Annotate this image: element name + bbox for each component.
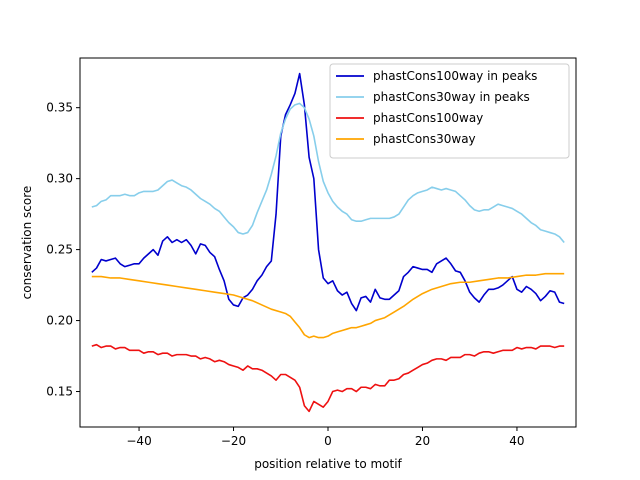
series-layer: [91, 72, 565, 413]
y-axis-label: conservation score: [20, 186, 34, 300]
x-tick-label: −20: [221, 434, 246, 448]
series-line-2: [91, 102, 565, 244]
x-tick-label: 0: [324, 434, 332, 448]
legend-label-3: phastCons100way: [373, 111, 483, 125]
legend: phastCons100way in peaks phastCons30way i…: [329, 63, 570, 159]
y-tick-label: 0.20: [46, 314, 73, 328]
series-line-3: [91, 343, 565, 413]
x-axis-label: position relative to motif: [254, 457, 402, 471]
y-tick-label: 0.25: [46, 243, 73, 257]
legend-label-4: phastCons30way: [373, 132, 476, 146]
x-axis: −40 −20 0 20 40: [126, 427, 525, 448]
legend-label-2: phastCons30way in peaks: [373, 90, 530, 104]
series-line-1: [91, 72, 565, 312]
series-line-4: [91, 272, 565, 339]
legend-box: [329, 63, 570, 159]
x-tick-label: −40: [126, 434, 151, 448]
y-tick-label: 0.30: [46, 172, 73, 186]
y-tick-label: 0.15: [46, 385, 73, 399]
y-tick-label: 0.35: [46, 101, 73, 115]
x-tick-label: 40: [509, 434, 524, 448]
y-axis: 0.15 0.20 0.25 0.30 0.35: [46, 101, 80, 399]
x-tick-label: 20: [415, 434, 430, 448]
legend-label-1: phastCons100way in peaks: [373, 69, 537, 83]
